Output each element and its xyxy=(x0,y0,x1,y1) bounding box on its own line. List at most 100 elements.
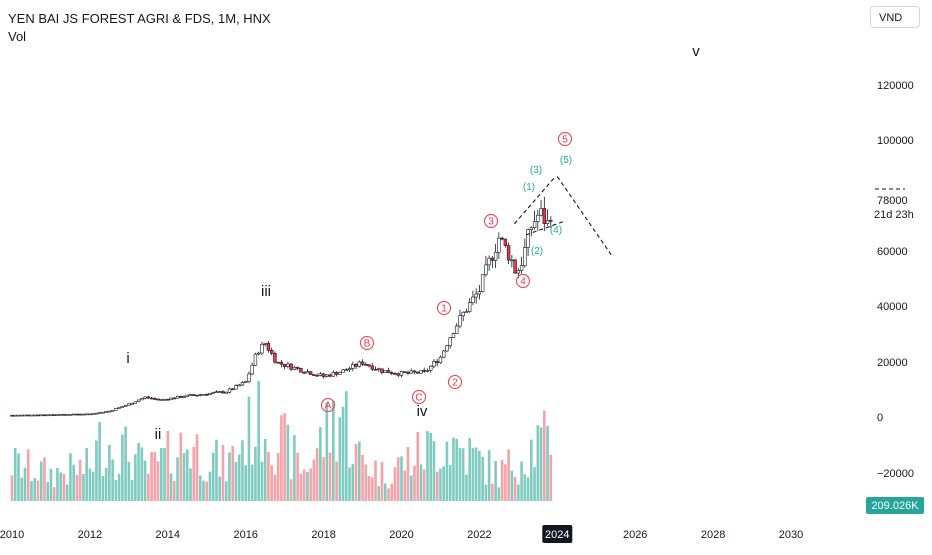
candle-body xyxy=(519,265,524,271)
candle-body xyxy=(227,388,232,393)
candle-body xyxy=(441,350,446,358)
volume-bar xyxy=(517,484,520,501)
volume-bar xyxy=(192,446,196,501)
volume-bar xyxy=(56,467,59,501)
candle-body xyxy=(101,411,105,414)
price-tick-label: 40000 xyxy=(877,301,908,313)
volume-bar xyxy=(458,447,462,501)
wave-circled-4: 4 xyxy=(520,277,526,288)
candle-body xyxy=(510,259,514,262)
candle-body xyxy=(159,399,164,401)
candle-body xyxy=(133,401,138,404)
volume-bar xyxy=(10,475,14,501)
volume-bar xyxy=(130,480,134,501)
wave-label-iii: iii xyxy=(261,283,271,300)
volume-bar xyxy=(108,444,111,501)
price-tick-label: 100000 xyxy=(877,135,914,147)
volume-bar xyxy=(328,452,332,501)
volume-bar xyxy=(315,448,319,501)
candle-body xyxy=(224,391,228,394)
volume-bar xyxy=(543,410,546,501)
wave-label-iv: iv xyxy=(417,403,428,420)
symbol-title[interactable]: YEN BAI JS FOREST AGRI & FDS, 1M, HNX xyxy=(8,11,271,26)
candle-body xyxy=(136,399,141,403)
volume-bar xyxy=(75,474,79,501)
candle-body xyxy=(10,414,14,417)
candle-body xyxy=(451,333,456,338)
wave-circled-2: 2 xyxy=(452,378,458,389)
candle-body xyxy=(328,374,332,377)
volume-bar xyxy=(429,433,433,501)
volume-bar xyxy=(88,468,92,501)
candle-body xyxy=(36,414,40,417)
price-tick-label: 120000 xyxy=(877,80,914,92)
candle-body xyxy=(146,396,151,399)
volume-bar xyxy=(461,448,465,501)
volume-bar xyxy=(43,457,46,501)
volume-bar xyxy=(241,440,244,501)
volume-bar xyxy=(228,452,231,501)
volume-bar xyxy=(150,451,153,501)
candle-body xyxy=(81,413,86,416)
candle-body xyxy=(179,396,183,398)
wave-circled-2-circle xyxy=(448,375,462,389)
candle-body xyxy=(195,394,199,397)
candle-body xyxy=(143,396,147,399)
volume-bar xyxy=(523,474,527,501)
volume-bar xyxy=(182,452,186,501)
candle-body xyxy=(172,397,176,400)
volume-layer xyxy=(10,381,553,501)
volume-bar xyxy=(250,464,254,501)
volume-bar xyxy=(202,480,205,501)
candle-body xyxy=(338,371,342,375)
candle-body xyxy=(231,388,235,391)
volume-bar xyxy=(208,471,212,501)
volume-bar xyxy=(33,478,37,501)
volume-bar xyxy=(471,448,475,501)
volume-bar xyxy=(322,457,325,501)
volume-bar xyxy=(491,483,494,501)
candle-body xyxy=(276,361,280,364)
candle-body xyxy=(84,413,89,416)
price-tick-label: 20000 xyxy=(877,357,908,369)
volume-bar xyxy=(127,461,131,501)
candle-body xyxy=(480,274,485,292)
candle-body xyxy=(377,368,381,371)
wave-label-v: v xyxy=(692,43,700,60)
wave-circled-1-circle xyxy=(437,301,451,315)
candle-body xyxy=(205,393,209,396)
candle-body xyxy=(42,414,47,417)
volume-bar xyxy=(390,483,394,501)
candle-body xyxy=(263,343,267,345)
time-axis-label: 2028 xyxy=(701,529,725,541)
candle-body xyxy=(445,345,449,352)
volume-indicator-label[interactable]: Vol xyxy=(8,29,27,44)
candle-body xyxy=(65,414,69,416)
volume-bar xyxy=(169,473,173,501)
volume-bar xyxy=(370,477,374,501)
candle-body xyxy=(412,370,417,373)
volume-bar xyxy=(319,427,322,501)
volume-bar xyxy=(435,471,439,501)
volume-bar xyxy=(78,459,82,501)
candle-body xyxy=(104,411,108,413)
volume-bar xyxy=(166,430,170,501)
volume-bar xyxy=(299,473,303,501)
volume-bar xyxy=(82,473,85,501)
candle-body xyxy=(422,370,426,372)
currency-button[interactable]: VND xyxy=(870,6,920,28)
volume-bar xyxy=(234,462,238,501)
candle-body xyxy=(477,291,482,295)
volume-badge-value: 209.026K xyxy=(871,500,919,512)
volume-bar xyxy=(143,460,147,501)
candle-body xyxy=(247,373,251,382)
subwave-label: (1) xyxy=(523,182,535,193)
candle-body xyxy=(13,414,17,417)
time-axis-label: 2030 xyxy=(779,529,803,541)
candle-body xyxy=(393,373,397,375)
candle-body xyxy=(526,229,530,248)
volume-bar xyxy=(134,454,137,501)
candle-body xyxy=(419,370,423,374)
